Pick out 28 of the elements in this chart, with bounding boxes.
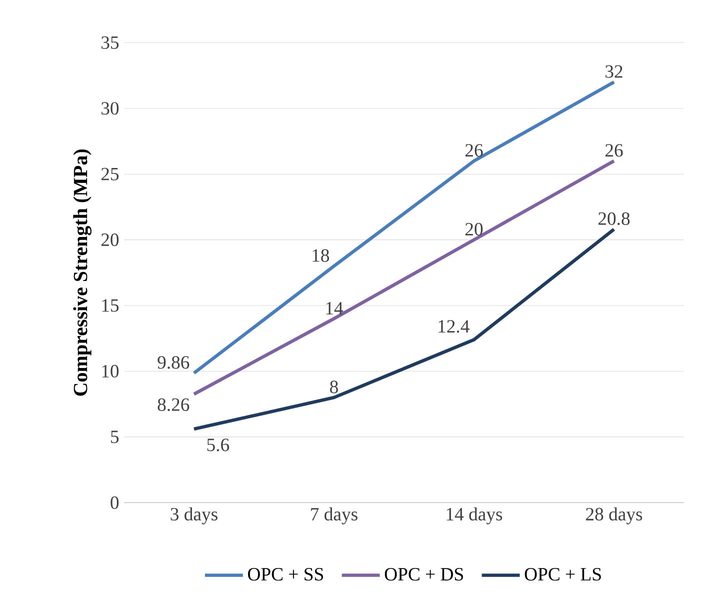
y-axis-title: Compressive Strength (MPa)	[73, 150, 92, 396]
x-tick-label: 28 days	[586, 507, 642, 524]
data-label: 20.8	[598, 212, 630, 226]
data-label: 20	[465, 222, 483, 236]
y-tick-label: 10	[102, 364, 119, 378]
x-tick-label: 3 days	[170, 507, 218, 524]
legend-label: OPC + DS	[384, 568, 463, 581]
data-label: 32	[606, 65, 622, 78]
y-tick-label: 5	[111, 430, 119, 444]
x-tick-label: 7 days	[311, 507, 358, 524]
y-tick-label: 25	[101, 168, 119, 180]
y-tick-label: 20	[101, 233, 119, 246]
y-tick-label: 0	[110, 496, 119, 509]
data-label: 5.6	[207, 438, 230, 452]
legend-label: OPC + LS	[524, 568, 601, 581]
legend-label: OPC + SS	[248, 568, 323, 581]
x-tick-label: 14 days	[446, 507, 502, 524]
data-label: 26	[465, 144, 483, 157]
data-label: 26	[605, 144, 623, 157]
y-tick-label: 30	[102, 102, 119, 115]
data-label: 12.4	[438, 320, 470, 333]
data-label: 8	[330, 380, 338, 394]
y-tick-label: 35	[102, 36, 119, 49]
data-label: 18	[312, 249, 330, 262]
y-tick-label: 15	[102, 299, 119, 312]
data-label: 9.86	[158, 356, 190, 369]
data-label: 8.26	[158, 398, 190, 412]
data-label: 14	[326, 302, 344, 314]
